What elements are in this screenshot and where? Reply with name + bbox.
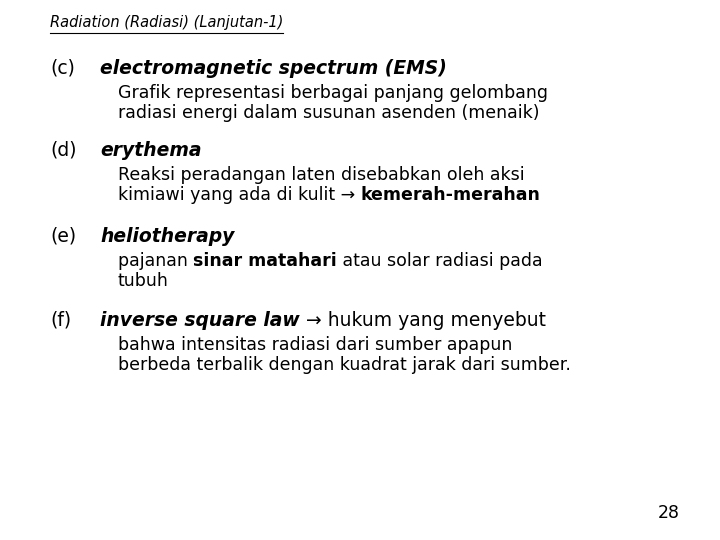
Text: Reaksi peradangan laten disebabkan oleh aksi: Reaksi peradangan laten disebabkan oleh … <box>118 166 525 184</box>
Text: sinar matahari: sinar matahari <box>194 252 337 270</box>
Text: Radiation (Radiasi) (Lanjutan-1): Radiation (Radiasi) (Lanjutan-1) <box>50 15 284 30</box>
Text: Grafik representasi berbagai panjang gelombang: Grafik representasi berbagai panjang gel… <box>118 84 548 102</box>
Text: (c): (c) <box>50 59 75 78</box>
Text: (e): (e) <box>50 227 76 246</box>
Text: 28: 28 <box>658 504 680 522</box>
Text: (d): (d) <box>50 141 76 160</box>
Text: radiasi energi dalam susunan asenden (menaik): radiasi energi dalam susunan asenden (me… <box>118 104 539 122</box>
Text: electromagnetic spectrum (EMS): electromagnetic spectrum (EMS) <box>100 59 447 78</box>
Text: inverse square law: inverse square law <box>100 311 306 330</box>
Text: atau solar radiasi pada: atau solar radiasi pada <box>337 252 543 270</box>
Text: pajanan: pajanan <box>118 252 194 270</box>
Text: tubuh: tubuh <box>118 272 169 290</box>
Text: (f): (f) <box>50 311 71 330</box>
Text: kimiawi yang ada di kulit →: kimiawi yang ada di kulit → <box>118 186 361 204</box>
Text: heliotherapy: heliotherapy <box>100 227 235 246</box>
Text: bahwa intensitas radiasi dari sumber apapun: bahwa intensitas radiasi dari sumber apa… <box>118 336 513 354</box>
Text: kemerah-merahan: kemerah-merahan <box>361 186 541 204</box>
Text: → hukum yang menyebut: → hukum yang menyebut <box>306 311 546 330</box>
Text: berbeda terbalik dengan kuadrat jarak dari sumber.: berbeda terbalik dengan kuadrat jarak da… <box>118 356 571 374</box>
Text: erythema: erythema <box>100 141 202 160</box>
